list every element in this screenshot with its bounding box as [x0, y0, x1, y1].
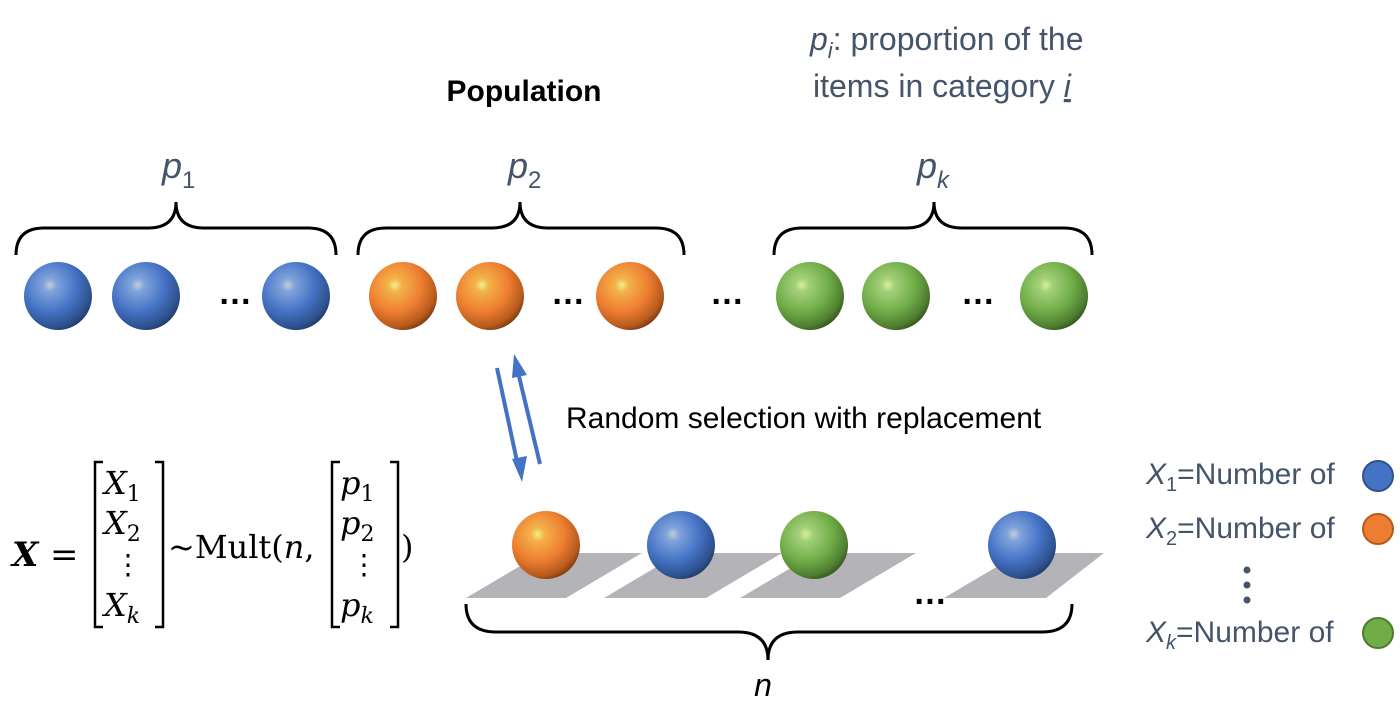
formula-n: n — [284, 528, 305, 566]
sample-ball-orange — [512, 511, 580, 579]
arrow-up — [516, 371, 542, 465]
matrix-x1: X1 — [101, 464, 141, 507]
brace-sample — [464, 603, 1074, 661]
svg-text:~Mult(n,: ~Mult(n, — [168, 528, 315, 566]
group-label-k: pk — [916, 145, 951, 194]
formula-tilde-mult: ~Mult( — [168, 528, 284, 566]
bracket-x-right — [155, 460, 165, 629]
ball-blue — [24, 262, 92, 330]
ball-green — [862, 262, 930, 330]
sample-ball-blue — [647, 511, 715, 579]
matrix-p1: p1 — [340, 464, 374, 507]
note-line2: items in category — [813, 68, 1064, 104]
selection-arrows — [495, 354, 542, 482]
note-var: p — [809, 21, 828, 57]
bracket-x-left — [93, 460, 103, 629]
sample-ball-blue — [988, 511, 1056, 579]
sample-ball-green — [780, 511, 848, 579]
matrix-p-vdots: ⋮ — [350, 548, 378, 581]
legend-item-k: Xk=Number of — [1145, 616, 1334, 654]
ball-blue — [262, 262, 330, 330]
legend-item-2: X2=Number of — [1145, 512, 1335, 550]
multinomial-formula: X = X1 X2 ⋮ Xk ~Mult(n, p1 p2 ⋮ pk ) — [10, 460, 413, 629]
ellipsis-sample: … — [913, 574, 947, 612]
matrix-p2: p2 — [340, 504, 374, 547]
matrix-xk: Xk — [101, 586, 140, 629]
ball-orange — [596, 262, 664, 330]
ball-orange — [456, 262, 524, 330]
ellipsis-orange: … — [551, 274, 585, 312]
bracket-p-left — [330, 460, 340, 629]
ball-blue — [112, 262, 180, 330]
legend-item-1: X1=Number of — [1145, 458, 1335, 496]
arrow-down — [495, 367, 520, 467]
legend-vdots — [1243, 566, 1251, 604]
formula-lhs: X — [10, 535, 40, 575]
note-line1: : proportion of the — [833, 21, 1084, 57]
group-label-1: p1 — [161, 145, 195, 194]
ball-green — [1020, 262, 1088, 330]
brace-group-2 — [356, 201, 686, 256]
population-title: Population — [447, 75, 602, 108]
population-ellipses: … … … … — [218, 274, 995, 312]
ball-green — [776, 262, 844, 330]
note-sub: i — [828, 38, 834, 63]
bracket-p-right — [390, 460, 400, 629]
legend-ball-green — [1362, 617, 1394, 649]
arrow-up-head — [512, 354, 527, 378]
formula-close: ) — [401, 528, 413, 566]
brace-group-k — [772, 201, 1094, 256]
ellipsis-green: … — [961, 274, 995, 312]
arrow-down-head — [512, 456, 527, 482]
formula-comma: , — [304, 528, 314, 566]
svg-text:pi: proportion of the: pi: proportion of the — [809, 21, 1084, 63]
note-category-var: i — [1064, 68, 1072, 104]
matrix-x2: X2 — [101, 504, 141, 547]
legend-ball-orange — [1362, 513, 1394, 545]
legend-ball-blue — [1362, 460, 1394, 492]
sample-balls — [512, 511, 1056, 579]
group-braces — [14, 201, 1094, 661]
matrix-x-vdots: ⋮ — [114, 548, 142, 581]
proportion-note: pi: proportion of the items in category … — [809, 21, 1084, 104]
group-label-2: p2 — [507, 145, 541, 194]
formula-equals: = — [50, 535, 79, 575]
ellipsis-groups: … — [710, 274, 744, 312]
ellipsis-blue: … — [218, 274, 252, 312]
selection-label: Random selection with replacement — [566, 402, 1042, 435]
svg-text:items in category i: items in category i — [813, 68, 1072, 104]
legend: X1=Number of X2=Number of Xk=Number of — [1145, 458, 1394, 654]
sample-size-label: n — [754, 667, 772, 703]
ball-orange — [369, 262, 437, 330]
matrix-pk: pk — [340, 586, 374, 629]
population-balls — [24, 262, 1088, 330]
brace-group-1 — [14, 201, 338, 256]
